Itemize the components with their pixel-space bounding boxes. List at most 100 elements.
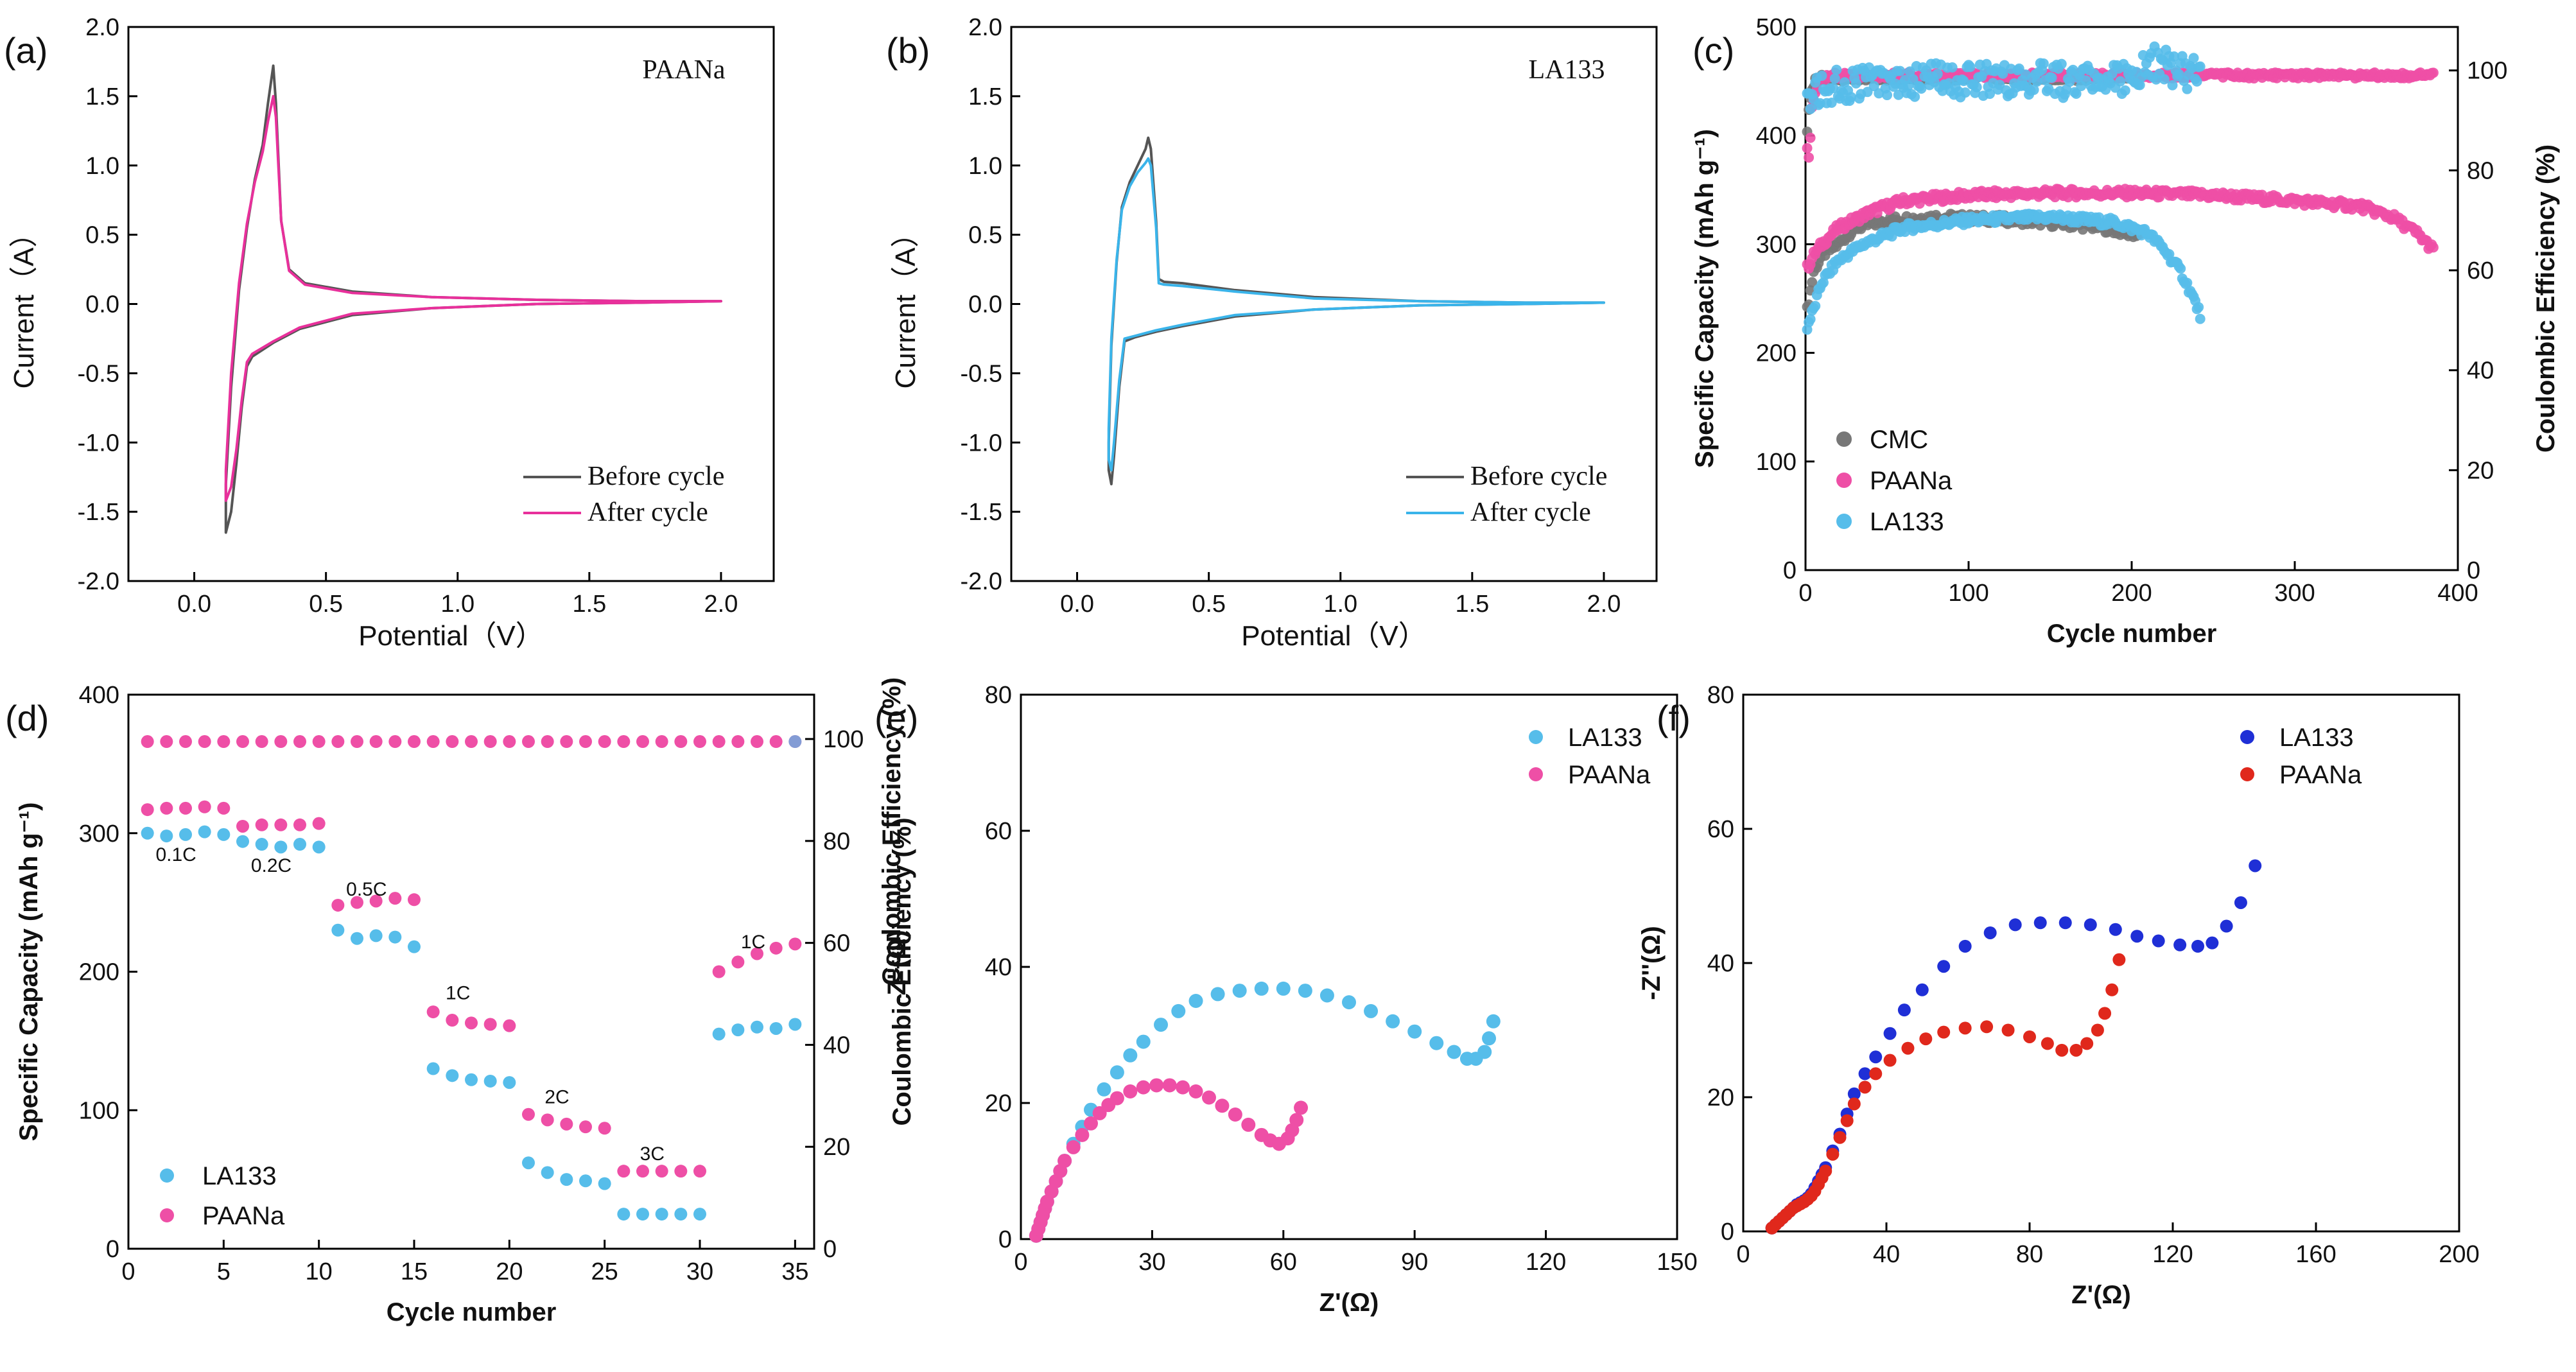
efficiency-point bbox=[731, 735, 745, 749]
efficiency-point bbox=[2182, 83, 2193, 94]
nyquist-point bbox=[1298, 984, 1312, 998]
efficiency-point bbox=[1826, 98, 1837, 109]
rate-label: 3C bbox=[640, 1143, 665, 1165]
nyquist-point bbox=[1149, 1078, 1164, 1093]
x-tick-label: 400 bbox=[2437, 580, 2478, 607]
efficiency-point bbox=[2134, 80, 2145, 91]
efficiency-point bbox=[598, 735, 611, 749]
capacity-point bbox=[503, 1019, 516, 1032]
nyquist-point bbox=[2234, 896, 2247, 909]
nyquist-point bbox=[2041, 1037, 2054, 1050]
y-tick-label: 0.5 bbox=[85, 222, 119, 249]
x-tick-label: 150 bbox=[1657, 1249, 1697, 1276]
panel-label: (c) bbox=[1693, 30, 1734, 71]
efficiency-point bbox=[2046, 73, 2057, 83]
capacity-point bbox=[674, 1165, 688, 1178]
y-tick-label: 2.0 bbox=[85, 14, 119, 41]
y-tick-label: -1.0 bbox=[961, 430, 1002, 456]
y2-tick-label: 60 bbox=[2467, 257, 2494, 284]
legend-marker bbox=[1836, 473, 1852, 488]
efficiency-point bbox=[2428, 67, 2439, 78]
y-tick-label: -0.5 bbox=[78, 360, 119, 387]
nyquist-point bbox=[2058, 916, 2072, 930]
x-tick-label: 20 bbox=[496, 1258, 523, 1285]
legend-marker bbox=[2240, 730, 2254, 744]
x-tick-label: 1.5 bbox=[572, 591, 606, 618]
efficiency-point bbox=[1850, 78, 1861, 89]
panel-d: 0 5 10 15 20 25 30 35 0 100 200 300 400 0 20 40 60 80 100 C… bbox=[5, 682, 916, 1326]
y-tick-label: 40 bbox=[985, 954, 1012, 981]
panel-c: 0 100 200 300 400010020030040050002040608010… bbox=[1691, 14, 2560, 648]
x-tick-label: 100 bbox=[1948, 580, 1989, 607]
rate-label: 1C bbox=[446, 983, 470, 1004]
nyquist-point bbox=[1869, 1067, 1883, 1081]
nyquist-point bbox=[1188, 994, 1203, 1008]
nyquist-point bbox=[2130, 930, 2144, 943]
rate-label: 0.5C bbox=[346, 879, 387, 900]
y2-tick-label: 40 bbox=[2467, 358, 2494, 385]
nyquist-point bbox=[1154, 1018, 1169, 1032]
efficiency-point bbox=[2159, 74, 2170, 85]
nyquist-point bbox=[1289, 1113, 1304, 1127]
efficiency-point bbox=[2061, 84, 2072, 95]
panel-a: 0.0 0.5 1.0 1.5 2.0 -2.0 -1.5 -1.0 -0.5 0.0 0.5 1.0… bbox=[4, 14, 775, 652]
legend-label: LA133 bbox=[2279, 724, 2354, 752]
nyquist-point bbox=[1958, 939, 1972, 953]
nyquist-point bbox=[1486, 1014, 1501, 1029]
panel-title: LA133 bbox=[1529, 55, 1605, 85]
x-tick-label: 0.0 bbox=[1060, 591, 1094, 618]
capacity-point bbox=[293, 818, 306, 831]
x-tick-label: 0.5 bbox=[309, 591, 343, 618]
panel-label: (b) bbox=[886, 30, 930, 71]
y2-tick-label: 20 bbox=[2467, 457, 2494, 484]
nyquist-point bbox=[2055, 1043, 2069, 1057]
rate-label: 2C bbox=[544, 1086, 569, 1107]
y-tick-label: 60 bbox=[985, 818, 1012, 845]
nyquist-point bbox=[1319, 988, 1334, 1003]
legend-label: Before cycle bbox=[1470, 462, 1607, 491]
efficiency-point bbox=[788, 735, 802, 749]
efficiency-point bbox=[388, 735, 402, 749]
nyquist-point bbox=[1123, 1048, 1138, 1063]
y-tick-label: 1.0 bbox=[968, 153, 1002, 180]
y-tick-label: 0 bbox=[998, 1226, 1012, 1253]
efficiency-point bbox=[636, 735, 649, 749]
nyquist-point bbox=[2091, 1023, 2104, 1037]
capacity-point bbox=[331, 898, 345, 912]
y2-axis-label: Coulombic Efficiency (%) bbox=[888, 817, 916, 1125]
x-tick-label: 5 bbox=[217, 1258, 231, 1285]
nyquist-point bbox=[1937, 960, 1951, 973]
efficiency-point bbox=[483, 735, 497, 749]
nyquist-point bbox=[1188, 1084, 1203, 1098]
nyquist-point bbox=[1232, 984, 1247, 998]
x-tick-label: 0 bbox=[1798, 580, 1812, 607]
nyquist-point bbox=[2001, 1023, 2015, 1037]
legend-label: After cycle bbox=[1470, 498, 1591, 527]
efficiency-point bbox=[1916, 83, 1927, 94]
legend-label: PAANa bbox=[202, 1202, 285, 1230]
y2-tick-label: 20 bbox=[823, 1134, 850, 1161]
efficiency-point bbox=[2056, 58, 2067, 69]
nyquist-point bbox=[2249, 859, 2262, 873]
capacity-point bbox=[446, 1069, 459, 1082]
capacity-point bbox=[369, 894, 383, 908]
nyquist-point bbox=[1066, 1140, 1081, 1154]
nyquist-point bbox=[2191, 939, 2205, 953]
efficiency-point bbox=[351, 735, 363, 749]
capacity-point bbox=[274, 818, 288, 831]
x-tick-label: 1.0 bbox=[440, 591, 474, 618]
y2-tick-label: 80 bbox=[823, 828, 850, 855]
efficiency-point bbox=[1839, 77, 1850, 88]
panel-label: (e) bbox=[875, 698, 918, 738]
legend-label: PAANa bbox=[1870, 467, 1953, 495]
efficiency-point bbox=[1831, 64, 1842, 75]
capacity-point bbox=[351, 932, 363, 945]
nyquist-point bbox=[1847, 1087, 1861, 1100]
cv-curve-after-cycle bbox=[224, 94, 722, 502]
efficiency-point bbox=[1868, 81, 1879, 92]
capacity-point bbox=[408, 940, 421, 953]
legend-marker bbox=[2240, 767, 2254, 781]
capacity-point bbox=[2182, 277, 2193, 288]
x-tick-label: 60 bbox=[1270, 1249, 1297, 1276]
efficiency-point bbox=[446, 735, 459, 749]
